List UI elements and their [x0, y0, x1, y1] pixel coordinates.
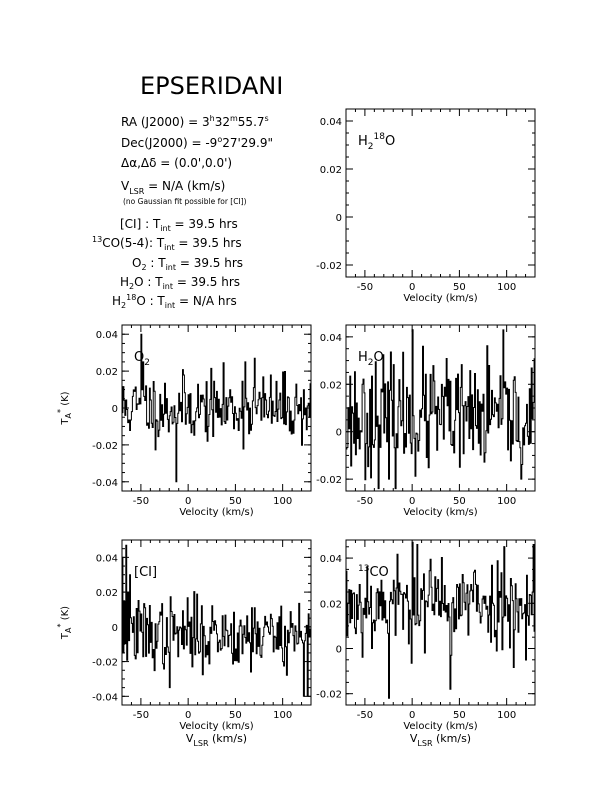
x-tick-label: 0 — [409, 710, 415, 721]
y-tick-label: 0 — [112, 623, 118, 634]
y-tick-label: -0.02 — [316, 261, 342, 272]
plot-frame — [345, 108, 536, 278]
plot-frame — [345, 539, 536, 706]
plot-frame — [121, 539, 312, 706]
panel-h2o: -50 0 50 100 -0.02 0 0.02 0.04 H2O Velocity (km/s… — [316, 324, 536, 518]
y-tick-label: 0.02 — [96, 588, 118, 599]
y-tick-label: -0.04 — [92, 478, 118, 489]
y-tick-label: 0 — [336, 428, 342, 439]
y-tick-label: 0.04 — [96, 330, 118, 341]
dec-line: Dec(J2000) = -9o27'29.9" — [121, 135, 273, 150]
y-tick-label: 0.02 — [320, 165, 342, 176]
observation-info: RA (J2000) = 3h32m55.7s Dec(J2000) = -9o… — [92, 114, 273, 310]
y-tick-label: -0.04 — [92, 692, 118, 703]
panel-o2: -50 0 50 100 -0.04 -0.02 0 0.02 0.04 O2 Velocity (… — [56, 324, 312, 518]
x-tick-label: -50 — [133, 710, 149, 721]
figure-title: EPSERIDANI — [140, 72, 283, 100]
x-axis-label: Velocity (km/s) — [179, 721, 253, 732]
x-axis-label: Velocity (km/s) — [403, 721, 477, 732]
x-tick-label: 50 — [229, 496, 242, 507]
x-tick-label: 50 — [229, 710, 242, 721]
x-tick-label: 100 — [273, 710, 292, 721]
panel-label: O2 — [134, 350, 150, 368]
y-tick-label: 0.04 — [96, 553, 118, 564]
x-tick-label: 0 — [409, 282, 415, 293]
x-axis-label-vlsr: VLSR (km/s) — [186, 732, 247, 748]
plot-frame — [121, 324, 312, 492]
x-axis-label: Velocity (km/s) — [179, 507, 253, 518]
tint-h218o: H218O : Tint = N/A hrs — [112, 293, 237, 310]
spectrum-trace — [122, 544, 312, 697]
x-axis-label-vlsr: VLSR (km/s) — [410, 732, 471, 748]
y-axis-label: TA* (K) — [56, 606, 73, 640]
x-tick-label: 50 — [453, 282, 466, 293]
x-tick-label: 0 — [185, 710, 191, 721]
panel-label: H218O — [358, 132, 395, 152]
x-tick-label: -50 — [357, 496, 373, 507]
y-tick-label: 0.02 — [96, 367, 118, 378]
tint-o2: O2 : Tint = 39.5 hrs — [132, 256, 243, 272]
x-axis-label: Velocity (km/s) — [403, 293, 477, 304]
x-tick-label: 0 — [409, 496, 415, 507]
y-tick-label: 0.04 — [320, 333, 342, 344]
x-tick-label: 100 — [497, 282, 516, 293]
y-tick-label: 0.02 — [320, 599, 342, 610]
y-axis-label: TA* (K) — [56, 391, 73, 425]
tint-h2o: H2O : Tint = 39.5 hrs — [120, 275, 240, 291]
plot-frame — [345, 324, 536, 492]
x-tick-label: 0 — [185, 496, 191, 507]
y-tick-label: 0 — [336, 213, 342, 224]
y-tick-label: 0.02 — [320, 380, 342, 391]
x-tick-label: 100 — [273, 496, 292, 507]
y-tick-label: 0.04 — [320, 554, 342, 565]
y-tick-label: -0.02 — [316, 690, 342, 701]
panel-label: 13CO — [358, 564, 389, 580]
x-tick-label: 100 — [497, 496, 516, 507]
vlsr-line: VLSR = N/A (km/s) — [121, 179, 225, 196]
offset-line: Δα,Δδ = (0.0',0.0') — [121, 156, 232, 170]
fit-note: (no Gaussian fit possible for [CI]) — [123, 197, 247, 206]
spectrum-trace — [346, 329, 536, 490]
x-axis-label: Velocity (km/s) — [403, 507, 477, 518]
y-tick-label: -0.02 — [92, 658, 118, 669]
y-tick-label: 0.04 — [320, 117, 342, 128]
x-tick-label: -50 — [133, 496, 149, 507]
y-tick-label: 0 — [336, 644, 342, 655]
y-tick-label: 0 — [112, 404, 118, 415]
panel-13co: -50 0 50 100 -0.02 0 0.02 0.04 13CO Velocity (km/… — [316, 539, 536, 748]
panel-h2-18o: -50 0 50 100 -0.02 0 0.02 0.04 H218O Velocity (km… — [316, 108, 536, 304]
y-tick-label: -0.02 — [92, 441, 118, 452]
x-tick-label: -50 — [357, 710, 373, 721]
ra-line: RA (J2000) = 3h32m55.7s — [121, 114, 269, 129]
y-tick-label: -0.02 — [316, 475, 342, 486]
panel-label: H2O — [358, 350, 384, 368]
panel-label: [CI] — [134, 565, 157, 580]
tint-ci: [CI] : Tint = 39.5 hrs — [120, 217, 238, 233]
tint-13co: 13CO(5-4): Tint = 39.5 hrs — [92, 235, 242, 252]
panel-ci: -50 0 50 100 -0.04 -0.02 0 0.02 0.04 [CI] Velocity… — [56, 539, 312, 748]
x-tick-label: -50 — [357, 282, 373, 293]
x-tick-label: 100 — [497, 710, 516, 721]
x-tick-label: 50 — [453, 710, 466, 721]
x-tick-label: 50 — [453, 496, 466, 507]
spectrum-trace — [122, 333, 312, 483]
spectrum-trace — [346, 541, 536, 699]
